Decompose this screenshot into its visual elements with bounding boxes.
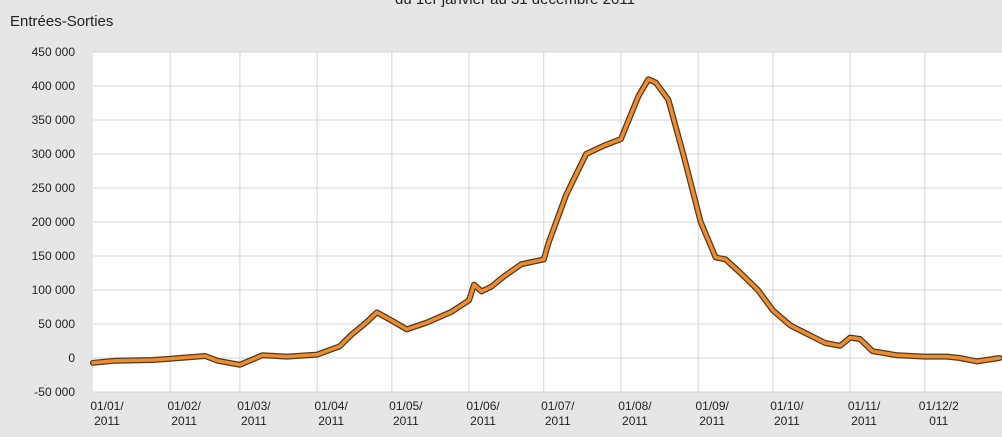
x-tick-label: 01/07/2011	[541, 399, 575, 428]
x-tick-label: 01/02/2011	[168, 399, 202, 428]
x-tick-label: 01/08/2011	[618, 399, 652, 428]
x-tick-label: 01/09/2011	[695, 399, 729, 428]
y-tick-label: 350 000	[32, 113, 76, 127]
y-axis-label: Entrées-Sorties	[10, 13, 113, 30]
x-tick-label: 01/12/2 011	[919, 399, 959, 428]
x-tick-label: 01/03/2011	[237, 399, 271, 428]
x-tick-label: 01/01/2011	[90, 399, 124, 428]
y-tick-label: 200 000	[32, 215, 76, 229]
y-tick-label: 300 000	[32, 147, 76, 161]
x-tick-label: 01/10/2011	[770, 399, 804, 428]
chart-subtitle: du 1er janvier au 31 décembre 2011	[395, 0, 635, 8]
x-tick-label: 01/04/2011	[314, 399, 348, 428]
y-tick-label: 100 000	[32, 283, 76, 297]
x-tick-label: 01/05/2011	[389, 399, 423, 428]
y-tick-label: 450 000	[32, 45, 76, 59]
y-tick-label: 250 000	[32, 181, 76, 195]
y-tick-label: 400 000	[32, 79, 76, 93]
y-tick-label: -50 000	[34, 385, 75, 399]
x-tick-label: 01/06/2011	[466, 399, 500, 428]
x-tick-label: 01/11/2011	[848, 399, 881, 428]
y-tick-label: 150 000	[32, 249, 76, 263]
y-tick-label: 0	[68, 351, 75, 365]
line	[91, 77, 1002, 367]
y-tick-label: 50 000	[38, 317, 75, 331]
